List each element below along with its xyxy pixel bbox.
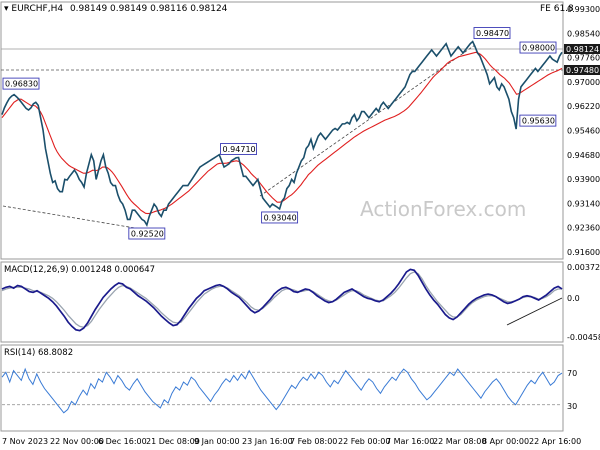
current-price-tag-text: 0.98124 — [566, 45, 599, 54]
price-series-group — [1, 40, 563, 228]
price-annotation-box — [261, 211, 299, 224]
price-annotation-box — [220, 143, 258, 155]
rsi-panel-frame — [0, 344, 564, 432]
macd-title: MACD(12,26,9) 0.001248 0.000647 — [4, 265, 155, 275]
price-y-tick-label: 0.95460 — [567, 127, 600, 136]
x-axis-ticks-group: 7 Nov 2023 22 Nov 00:006 Dec 16:00 21 Dec … — [2, 437, 581, 446]
y-axis-ticks-group: 0.99300 0.98540 0.97760 0.97000 0.96220 0.954… — [567, 5, 600, 411]
price-y-tick-label: 0.99300 — [567, 5, 600, 14]
price-y-tick-label: 0.93900 — [567, 175, 600, 184]
price-y-tick-label: 0.92360 — [567, 224, 600, 233]
support-trendline — [2, 205, 142, 230]
current-price-tag — [564, 44, 600, 54]
level-price-tag-text: 0.97480 — [566, 66, 599, 75]
rsi-line — [1, 367, 563, 414]
ohlc-readout: 0.98149 0.98149 0.98116 0.98124 — [70, 4, 228, 14]
price-annotations-group: 0.96830 0.92520 0.94710 0.93040 0.98470 0.956… — [2, 27, 557, 240]
price-annotation-label: 0.98000 — [522, 44, 555, 53]
price-y-tick-label: 0.91600 — [567, 248, 600, 257]
price-y-tick-label: 0.97000 — [567, 78, 600, 87]
symbol-timeframe-label: ▾ EURCHF,H4 0.98149 0.98149 0.98116 0.98… — [4, 4, 228, 14]
x-axis-tick-label: 22 Apr 16:00 — [529, 437, 581, 446]
x-axis-tick-label: 7 Nov 2023 — [2, 437, 48, 446]
price-annotation-box — [128, 227, 166, 240]
fe-label: FE 61.8 — [540, 4, 574, 14]
rsi-y-tick-label: 70 — [567, 369, 577, 378]
x-axis-tick-label: 6 Dec 16:00 — [98, 437, 147, 446]
macd-trendline — [506, 297, 563, 326]
price-y-tick-label: 0.94680 — [567, 151, 600, 160]
symbol-label: EURCHF,H4 — [11, 4, 63, 14]
macd-panel-frame — [0, 261, 564, 343]
x-axis-tick-label: 9 Jan 00:00 — [194, 437, 240, 446]
price-annotation-box — [473, 27, 511, 39]
price-annotation-box — [2, 77, 40, 90]
macd-y-tick-label: 0.0 — [567, 294, 580, 303]
x-axis-tick-label: 8 Apr 00:00 — [482, 437, 529, 446]
price-y-tick-label: 0.98540 — [567, 29, 600, 38]
macd-signal-line — [1, 271, 562, 328]
price-annotation-label: 0.93040 — [264, 213, 297, 222]
x-axis-tick-label: 23 Jan 16:00 — [242, 437, 293, 446]
price-annotation-label: 0.95630 — [522, 117, 555, 126]
price-line — [1, 40, 563, 228]
price-annotation-label: 0.98470 — [476, 29, 509, 38]
macd-line — [1, 268, 563, 332]
price-y-tick-label: 0.97760 — [567, 54, 600, 63]
x-axis-tick-label: 22 Feb 00:00 — [338, 437, 390, 446]
x-axis-tick-label: 22 Mar 08:00 — [433, 437, 486, 446]
rsi-y-tick-label: 30 — [567, 402, 577, 411]
price-annotation-label: 0.94710 — [223, 145, 256, 154]
price-y-tick-label: 0.96220 — [567, 102, 600, 111]
price-y-tick-label: 0.93140 — [567, 199, 600, 208]
level-price-tag — [564, 65, 600, 75]
macd-series-group — [1, 268, 563, 332]
watermark: ActionForex.com — [360, 197, 526, 221]
x-axis-tick-label: 22 Nov 00:00 — [50, 437, 104, 446]
rsi-series-group — [1, 367, 563, 414]
x-axis-tick-label: 7 Mar 16:00 — [386, 437, 434, 446]
price-annotation-label: 0.92520 — [131, 230, 164, 239]
x-axis-tick-label: 7 Feb 08:00 — [290, 437, 337, 446]
rsi-title: RSI(14) 68.8082 — [4, 348, 73, 358]
macd-y-tick-label: 0.003726 — [567, 263, 600, 272]
header-triangle-icon: ▾ — [4, 4, 9, 14]
price-annotation-box — [519, 114, 557, 127]
macd-y-tick-label: -0.004584 — [567, 333, 600, 342]
price-annotation-label: 0.96830 — [5, 80, 38, 89]
channel-trendline — [259, 44, 476, 197]
price-panel-frame — [0, 1, 564, 260]
x-axis-tick-label: 21 Dec 08:00 — [146, 437, 200, 446]
price-annotation-box — [519, 41, 557, 54]
